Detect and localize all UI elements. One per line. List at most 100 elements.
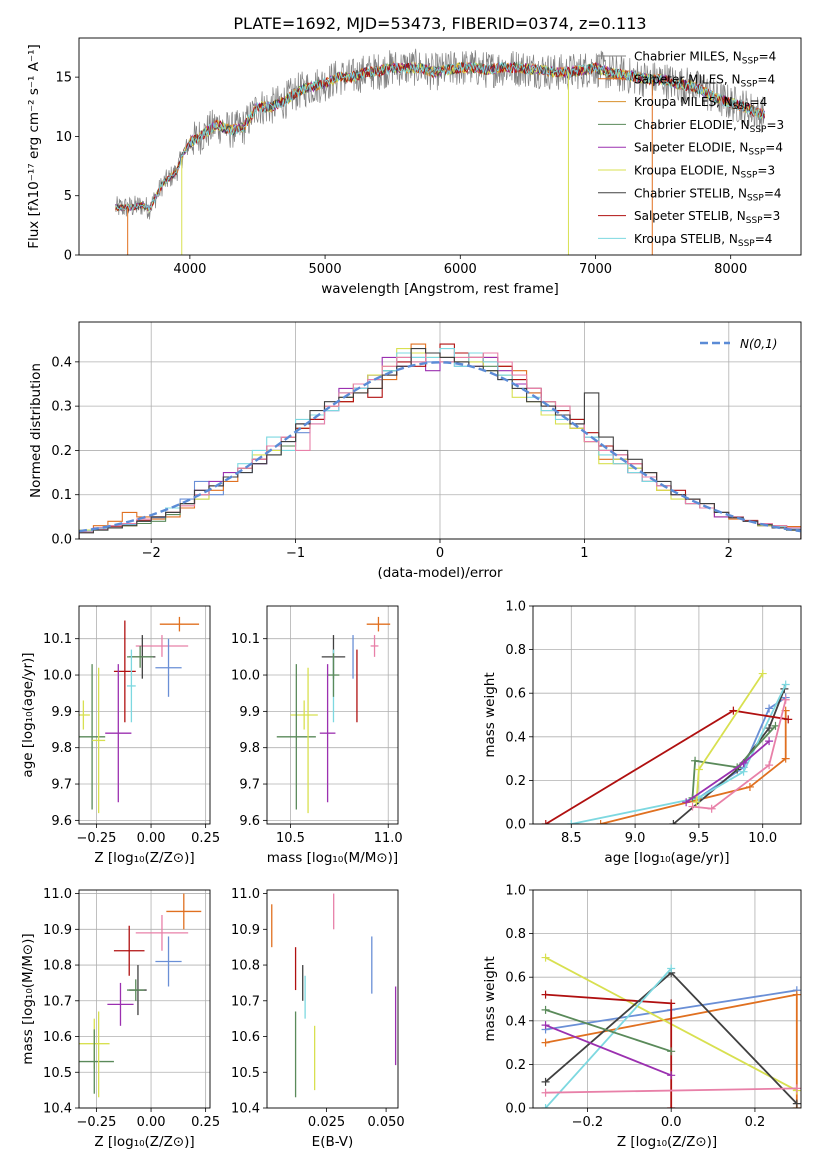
- mass-weight-marker: [541, 990, 550, 999]
- error-bar-points: [276, 616, 391, 814]
- y-tick-label: 11.0: [231, 887, 260, 902]
- x-axis-label: Z [log₁₀(Z/Z⊙)]: [617, 1134, 717, 1150]
- x-tick-label: 0.0: [661, 1115, 682, 1130]
- mass-weight-marker: [541, 1005, 550, 1014]
- mass-weight-line: [692, 699, 787, 810]
- y-tick-label: 0.0: [505, 1102, 526, 1117]
- x-tick-label: 0.25: [191, 831, 220, 846]
- y-tick-label: 11.0: [43, 887, 72, 902]
- x-axis-label: age [log₁₀(age/yr)]: [604, 850, 729, 866]
- mass-weight-line: [571, 684, 787, 824]
- mass-weight-marker: [765, 761, 774, 770]
- x-tick-label: 0.00: [137, 831, 166, 846]
- legend-entry: Chabrier ELODIE, NSSP=3: [634, 118, 784, 135]
- x-tick-label: −0.25: [77, 831, 117, 846]
- error-bar-points: [271, 893, 397, 1098]
- y-axis-label: mass weight: [482, 672, 498, 757]
- gaussian-legend: N(0,1): [700, 337, 777, 351]
- x-tick-label: 8.5: [561, 831, 582, 846]
- y-tick-label: 1.0: [505, 884, 526, 899]
- x-tick-label: 5000: [309, 262, 342, 277]
- y-tick-label: 10.8: [43, 959, 72, 974]
- histogram-series: [79, 343, 801, 539]
- y-tick-label: 0.4: [51, 355, 72, 370]
- x-tick-label: −2: [142, 546, 161, 561]
- mass-weight-vs-age-panel: 8.5 9.0 9.5 10.0 0.0 0.2 0.4 0.6 0.8 1.0 age [log₁…: [482, 600, 802, 866]
- spectrum-lines: [115, 48, 765, 255]
- y-tick-label: 9.8: [51, 741, 72, 756]
- mass-weight-marker: [792, 990, 801, 999]
- mass-weight-marker: [729, 706, 738, 715]
- x-axis-label: E(B-V): [312, 1134, 354, 1150]
- y-tick-label: 9.7: [51, 778, 72, 793]
- plot-frame: [532, 605, 802, 825]
- y-tick-label: 0.2: [505, 1058, 526, 1073]
- y-axis-label: Flux [fλ10⁻¹⁷ erg cm⁻² s⁻¹ A⁻¹]: [26, 44, 42, 249]
- mass-weight-marker: [692, 798, 701, 807]
- x-tick-label: −1: [286, 546, 305, 561]
- legend-entry: Kroupa ELODIE, NSSP=3: [634, 164, 775, 181]
- x-tick-label: 8000: [714, 262, 747, 277]
- y-tick-label: 0.6: [505, 687, 526, 702]
- spectrum-legend: Chabrier MILES, NSSP=4 Salpeter MILES, NS…: [598, 50, 784, 249]
- y-tick-label: 9.9: [239, 705, 260, 720]
- mass-vs-Z-panel: −0.25 0.00 0.25 10.4 10.5 10.6 10.7 10.8 10.9 11.…: [20, 887, 220, 1150]
- y-tick-label: 10.5: [43, 1066, 72, 1081]
- x-tick-label: 2: [725, 546, 733, 561]
- y-axis-label: mass weight: [482, 956, 498, 1041]
- x-axis-label: (data-model)/error: [377, 565, 503, 581]
- y-axis-label: Normed distribution: [28, 363, 44, 498]
- mass-weight-marker: [739, 767, 748, 776]
- plot-frame: [78, 321, 802, 540]
- x-axis-label: mass [log₁₀(M/M⊙)]: [267, 850, 398, 866]
- y-tick-label: 10.1: [43, 632, 72, 647]
- histogram-step-line: [79, 348, 801, 539]
- legend-entry: Salpeter ELODIE, NSSP=4: [634, 141, 783, 158]
- mass-weight-marker: [667, 1071, 676, 1080]
- x-axis-label: Z [log₁₀(Z/Z⊙)]: [94, 850, 194, 866]
- y-tick-label: 0: [64, 249, 72, 264]
- mass-weight-line: [600, 710, 787, 824]
- error-bar-points: [79, 616, 200, 814]
- x-tick-label: 1: [580, 546, 588, 561]
- mass-weight-marker: [688, 802, 697, 811]
- mass-weight-marker: [784, 715, 793, 724]
- y-tick-label: 10.5: [231, 1066, 260, 1081]
- mass-weight-marker: [541, 1088, 550, 1097]
- y-tick-label: 9.9: [51, 705, 72, 720]
- y-tick-label: 0.6: [505, 971, 526, 986]
- mass-weight-marker: [694, 765, 703, 774]
- y-tick-label: 5: [64, 189, 72, 204]
- y-tick-label: 10.0: [231, 669, 260, 684]
- mass-weight-marker: [667, 999, 676, 1008]
- gaussian-curve: [79, 361, 801, 533]
- legend-entry: Kroupa MILES, NSSP=4: [634, 95, 767, 112]
- mass-weight-marker: [758, 669, 767, 678]
- x-tick-label: 9.5: [689, 831, 710, 846]
- mass-weight-marker: [745, 782, 754, 791]
- mass-weight-line: [545, 1009, 672, 1053]
- plot-frame: [266, 889, 399, 1109]
- y-tick-label: 1.0: [505, 600, 526, 615]
- mass-weight-marker: [781, 695, 790, 704]
- mass-weight-line: [545, 1087, 797, 1094]
- y-tick-label: 10.4: [231, 1102, 260, 1117]
- x-tick-label: 9.0: [625, 831, 646, 846]
- mass-weight-marker: [682, 798, 691, 807]
- mass-weight-marker: [792, 1099, 801, 1108]
- y-tick-label: 0.2: [51, 444, 72, 459]
- age-vs-Z-panel: −0.25 0.00 0.25 9.6 9.7 9.8 9.9 10.0 10.1 Z [log₁…: [20, 605, 220, 866]
- mass-weight-marker: [765, 737, 774, 746]
- y-tick-label: 9.7: [239, 778, 260, 793]
- mass-weight-series: [541, 953, 801, 1108]
- mass-weight-marker: [541, 953, 550, 962]
- mass-weight-marker: [739, 758, 748, 767]
- mass-weight-line: [545, 1024, 672, 1077]
- plot-frame: [78, 889, 211, 1109]
- mass-weight-marker: [667, 1047, 676, 1056]
- x-tick-label: 7000: [579, 262, 612, 277]
- x-tick-label: 0.2: [745, 1115, 766, 1130]
- error-bar-points: [79, 893, 202, 1098]
